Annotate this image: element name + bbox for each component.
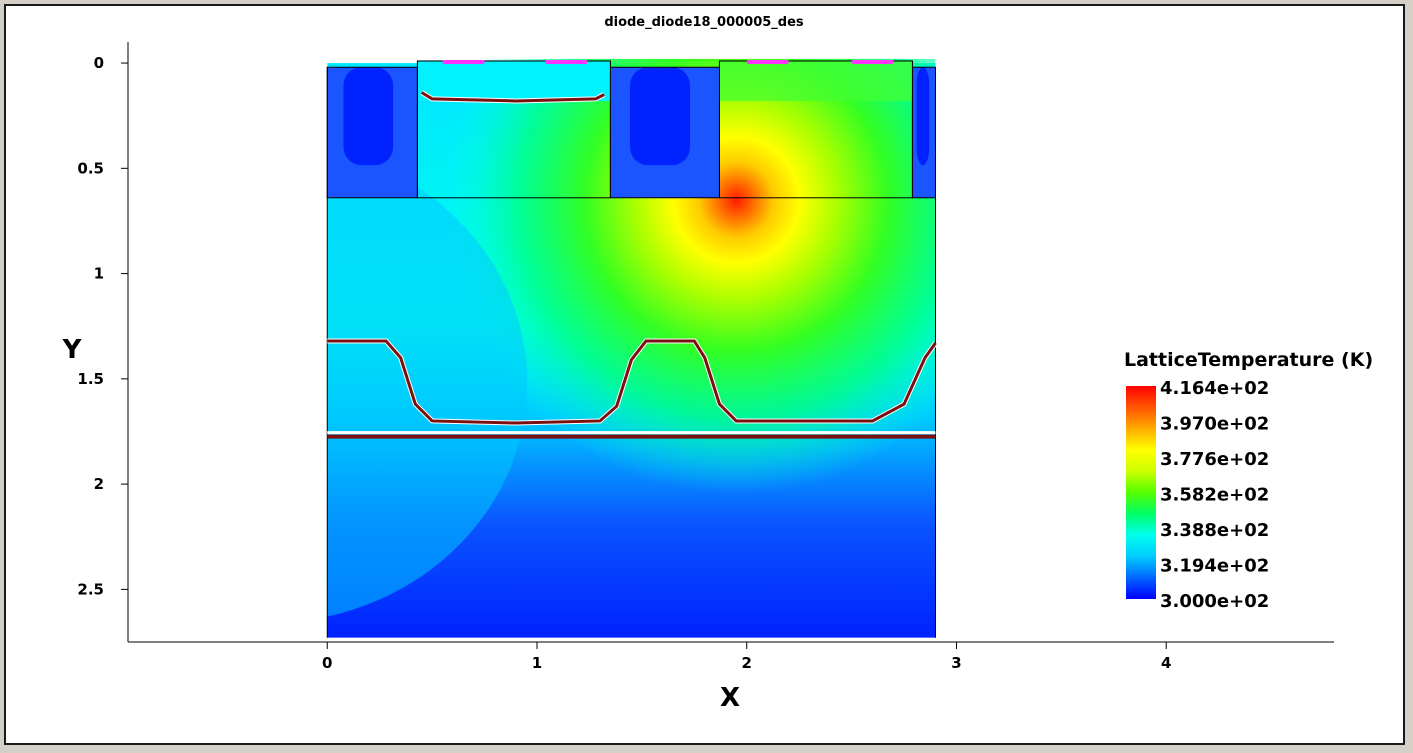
x-tick-label: 3 [951,654,961,672]
colorbar-label: 3.582e+02 [1160,485,1269,506]
trench-core [630,67,691,166]
y-tick-label: 2.5 [77,580,104,598]
x-axis-label: X [720,683,740,713]
cool-region [327,149,528,617]
colorbar-label: 4.164e+02 [1160,378,1269,399]
domain-outline [326,60,936,638]
contact-marker [851,59,894,64]
junction-wave [327,339,937,425]
y-tick-label: 1 [94,265,104,283]
junction-top [420,91,605,103]
colorbar-label: 3.388e+02 [1160,520,1269,541]
chart-title: diode_diode18_000005_des [604,15,804,30]
colorbar-label: 3.776e+02 [1160,449,1269,470]
x-tick-label: 1 [532,654,542,672]
y-axis-label: Y [62,335,83,365]
x-tick-label: 0 [322,654,332,672]
mesa-fill [417,60,611,101]
trench-outline [326,67,418,199]
plot-window: diode_diode18_000005_des 0 1 2 3 4 0 0.5 1 1.5 2… [4,4,1405,745]
x-tick-label: 2 [742,654,752,672]
trench-outline [911,67,936,199]
colorbar-gradient [1126,386,1156,599]
hotspot-glow [426,58,936,510]
plot-area [127,42,1334,643]
y-tick-label: 0 [94,54,104,72]
contour-chart: diode_diode18_000005_des 0 1 2 3 4 0 0.5 1 1.5 2… [62,15,1374,713]
colorbar-label: 3.970e+02 [1160,414,1269,435]
colorbar-title: LatticeTemperature (K) [1124,349,1373,371]
x-tick-label: 4 [1161,654,1171,672]
colorbar: LatticeTemperature (K) 4.164e+02 3.970e+0… [1124,349,1373,612]
y-tick-label: 0.5 [77,159,104,177]
trench-core [916,67,930,166]
y-axis: 0 0.5 1 1.5 2 2.5 [77,54,128,598]
contact-marker [545,59,588,64]
colorbar-label: 3.194e+02 [1160,556,1269,577]
x-axis: 0 1 2 3 4 [322,642,1171,672]
contact-marker [442,59,485,64]
contact-marker [746,59,789,64]
trench-core [343,67,394,166]
y-tick-label: 1.5 [77,370,104,388]
mesa-fill [719,60,913,101]
y-tick-label: 2 [94,475,104,493]
colorbar-label: 3.000e+02 [1160,591,1269,612]
temperature-field [327,58,936,638]
trench-outline [609,67,720,199]
